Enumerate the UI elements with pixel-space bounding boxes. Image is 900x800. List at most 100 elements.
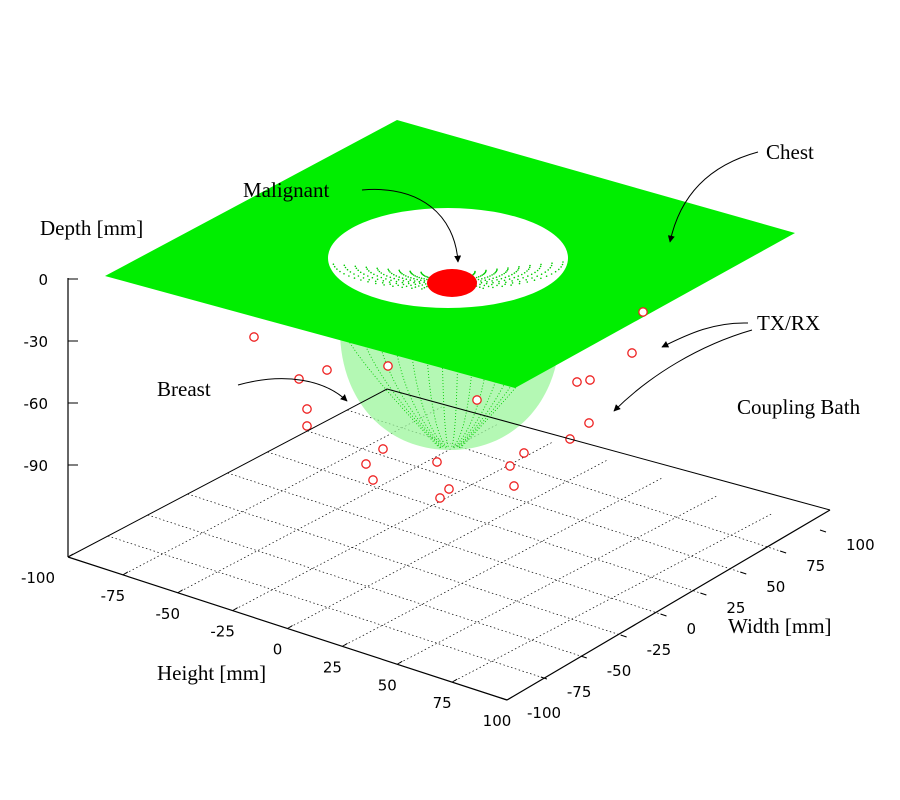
- width-tick-label: -100: [527, 704, 561, 722]
- opening-dot: [540, 263, 542, 266]
- opening-dot: [385, 278, 387, 280]
- opening-dot: [477, 278, 480, 281]
- txrx-point: [509, 481, 519, 491]
- opening-dot: [401, 272, 403, 275]
- arrow-txrx-2: [613, 329, 753, 412]
- floor-grid-line-w: [107, 535, 547, 680]
- height-tick-mark: [67, 553, 74, 558]
- txrx-point: [472, 395, 482, 405]
- opening-dot: [365, 266, 368, 269]
- opening-dot: [367, 275, 369, 277]
- opening-dot: [387, 268, 390, 271]
- opening-dot: [410, 277, 412, 279]
- txrx-point: [505, 461, 515, 471]
- opening-dot: [407, 281, 410, 283]
- malignant-marker: [427, 269, 477, 297]
- opening-dot: [389, 276, 392, 279]
- annotation-coupling: Coupling Bath: [737, 395, 861, 419]
- opening-dot: [371, 276, 374, 279]
- opening-dot: [339, 270, 341, 273]
- opening-dot: [534, 271, 536, 274]
- opening-dot: [498, 275, 501, 277]
- opening-dot: [367, 281, 369, 283]
- opening-dot: [480, 280, 482, 282]
- opening-dot: [398, 269, 401, 272]
- opening-dot: [540, 277, 542, 280]
- height-tick-mark: [122, 571, 129, 576]
- txrx-point: [435, 493, 445, 503]
- height-tick-mark: [506, 696, 513, 701]
- opening-dot: [500, 277, 503, 280]
- opening-dot: [398, 270, 401, 273]
- opening-dot: [562, 261, 564, 263]
- txrx-point: [432, 457, 442, 467]
- opening-dot: [380, 272, 383, 274]
- width-tick-mark: [740, 571, 747, 575]
- txrx-point: [322, 365, 332, 375]
- opening-dot: [491, 274, 493, 276]
- opening-dot: [558, 268, 560, 271]
- width-tick-label: 50: [766, 578, 785, 596]
- arrow-malignant: [361, 188, 462, 263]
- width-axis-label: Width [mm]: [728, 614, 832, 638]
- opening-dot: [498, 280, 500, 283]
- width-tick-mark: [660, 613, 667, 617]
- height-tick-mark: [342, 642, 348, 647]
- txrx-point: [368, 475, 378, 485]
- opening-dot: [401, 286, 404, 289]
- breast-stipple: [453, 334, 491, 449]
- txrx-point: [444, 484, 454, 494]
- opening-dot: [540, 273, 543, 276]
- opening-dot: [498, 282, 500, 285]
- annotation-chest: Chest: [766, 140, 814, 164]
- opening-dot: [353, 273, 355, 275]
- opening-dot: [479, 286, 481, 289]
- opening-dot: [523, 272, 526, 274]
- opening-dot: [402, 274, 405, 276]
- opening-dot: [346, 268, 349, 271]
- opening-dot: [348, 275, 350, 277]
- opening-dot: [383, 284, 385, 286]
- opening-dot: [486, 281, 488, 283]
- opening-dot: [359, 271, 362, 274]
- opening-dot: [405, 285, 408, 288]
- opening-dot: [482, 273, 485, 276]
- opening-dot: [550, 273, 553, 275]
- opening-dot: [418, 280, 421, 283]
- width-tick-mark: [540, 676, 548, 680]
- opening-dot: [550, 264, 553, 267]
- opening-dot: [336, 268, 338, 270]
- opening-dot: [409, 279, 412, 281]
- opening-dot: [419, 282, 421, 285]
- opening-dot: [544, 271, 547, 273]
- depth-tick-label: -60: [24, 395, 49, 413]
- opening-dot: [409, 270, 411, 273]
- height-tick-mark: [451, 678, 458, 683]
- opening-dot: [332, 263, 335, 266]
- opening-dot: [560, 266, 562, 268]
- opening-dot: [401, 281, 404, 284]
- width-tick-mark: [819, 529, 827, 533]
- opening-dot: [525, 279, 527, 281]
- floor-grid-line-h: [122, 406, 443, 576]
- opening-dot: [496, 279, 498, 281]
- opening-dot: [503, 279, 506, 282]
- opening-dot: [357, 275, 360, 277]
- opening-dot: [389, 271, 391, 273]
- width-tick-mark: [580, 655, 587, 659]
- opening-dot: [390, 272, 393, 275]
- opening-dot: [484, 279, 487, 282]
- opening-dot: [528, 266, 531, 269]
- opening-dot: [482, 287, 485, 290]
- opening-dot: [489, 275, 491, 277]
- opening-dot: [536, 275, 538, 278]
- opening-dot: [420, 279, 422, 282]
- opening-dot: [492, 281, 494, 284]
- width-axis-line: [506, 509, 831, 701]
- opening-dot: [423, 281, 425, 284]
- opening-dot: [376, 267, 379, 270]
- opening-dot: [416, 278, 419, 281]
- opening-dot: [388, 269, 390, 272]
- opening-dot: [353, 277, 356, 279]
- height-tick-label: 0: [273, 641, 283, 659]
